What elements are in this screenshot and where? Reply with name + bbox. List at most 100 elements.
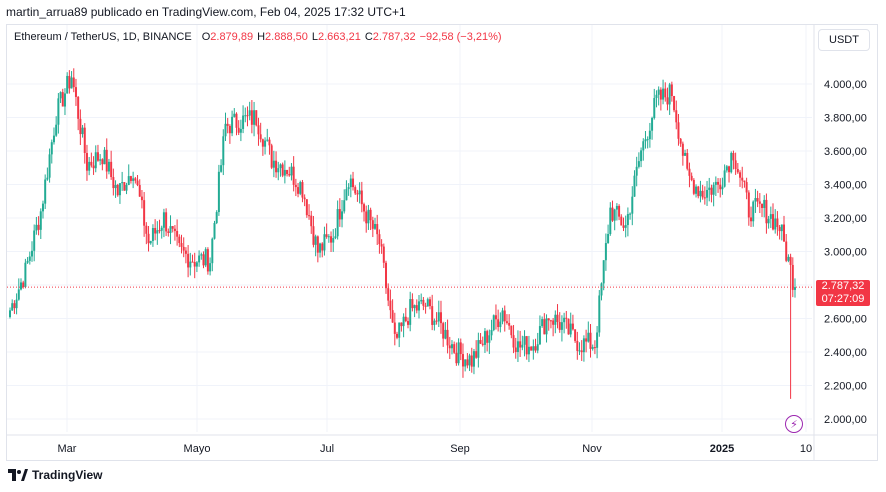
candle-body	[554, 314, 557, 325]
candle-body	[220, 165, 223, 172]
candle-body	[756, 198, 759, 202]
candle-body	[376, 224, 379, 235]
candle-body	[569, 323, 572, 335]
candle-body	[602, 260, 605, 284]
candle-body	[582, 338, 585, 353]
candle-body	[35, 224, 38, 231]
candle-body	[699, 190, 702, 197]
candle-body	[525, 336, 528, 355]
candle-body	[39, 211, 42, 230]
candle-body	[499, 321, 502, 328]
y-tick-label: 3.000,00	[824, 247, 867, 259]
legend-change: −92,58 (−3,21%)	[419, 31, 502, 43]
candle-body	[732, 152, 735, 161]
y-tick-label: 4.000,00	[824, 79, 867, 91]
candle-body	[57, 98, 60, 125]
currency-button[interactable]: USDT	[818, 29, 870, 51]
candle-body	[77, 96, 80, 119]
candle-body	[530, 346, 533, 351]
candle-body	[292, 166, 295, 185]
candle-body	[721, 186, 724, 190]
candle-body	[406, 321, 409, 325]
candle-body	[228, 125, 231, 134]
candle-body	[246, 115, 249, 117]
candle-body	[316, 236, 319, 253]
candle-body	[728, 166, 731, 173]
candle-body	[409, 299, 412, 325]
candle-body	[681, 143, 684, 156]
legend-high-label: H	[257, 31, 266, 43]
candle-body	[488, 335, 491, 343]
x-tick-label: Sep	[450, 443, 470, 455]
candle-body	[497, 319, 500, 328]
candle-body	[668, 84, 671, 105]
candle-body	[695, 186, 698, 194]
candle-body	[547, 318, 550, 321]
candle-body	[30, 250, 33, 257]
candle-body	[235, 113, 238, 128]
candle-body	[213, 222, 216, 239]
candle-body	[347, 187, 350, 190]
candle-body	[338, 209, 341, 220]
candle-body	[70, 77, 73, 89]
candle-body	[356, 193, 359, 195]
candle-body	[151, 228, 154, 241]
candle-body	[514, 347, 517, 353]
candle-body	[767, 218, 770, 224]
tradingview-logo[interactable]: TradingView	[8, 468, 102, 482]
legend-close-label: C	[364, 31, 373, 43]
candle-body	[591, 347, 594, 349]
candle-body	[615, 205, 618, 210]
candle-body	[83, 127, 86, 153]
candle-body	[534, 346, 537, 351]
candle-body	[204, 249, 207, 266]
candle-body	[574, 329, 577, 341]
legend-symbol[interactable]: Ethereum / TetherUS, 1D, BINANCE	[14, 31, 192, 43]
candle-body	[272, 160, 275, 168]
candle-body	[28, 256, 31, 261]
candle-body	[758, 201, 761, 204]
candle-body	[17, 289, 20, 300]
candle-body	[46, 177, 49, 180]
candle-body	[747, 192, 750, 218]
candle-body	[332, 238, 335, 243]
candle-body	[96, 152, 99, 161]
candle-body	[297, 187, 300, 194]
candle-body	[66, 75, 69, 94]
candle-body	[22, 282, 25, 287]
candle-body	[512, 335, 515, 348]
flash-icon[interactable]: ⚡	[785, 415, 803, 433]
candle-body	[11, 303, 14, 311]
candle-body	[123, 182, 126, 191]
candle-body	[450, 344, 453, 349]
candle-body	[415, 305, 418, 311]
candle-body	[670, 84, 673, 97]
y-tick-label: 3.200,00	[824, 213, 867, 225]
candle-body	[283, 169, 286, 176]
x-tick-label: 10	[800, 443, 812, 455]
candle-body	[697, 186, 700, 197]
candle-body	[635, 166, 638, 176]
candle-body	[538, 326, 541, 345]
candle-body	[396, 333, 399, 338]
legend: Ethereum / TetherUS, 1D, BINANCE O 2.879,…	[14, 31, 502, 43]
candle-body	[171, 226, 174, 229]
candle-body	[543, 319, 546, 335]
candle-body	[712, 184, 715, 195]
candle-body	[455, 352, 458, 364]
candle-body	[651, 117, 654, 131]
candle-body	[437, 312, 440, 322]
candle-body	[637, 161, 640, 167]
candle-body	[24, 262, 27, 287]
candle-body	[305, 199, 308, 216]
tradingview-brand: TradingView	[32, 468, 103, 482]
candle-body	[783, 224, 786, 242]
candle-body	[129, 176, 132, 181]
candle-body	[215, 212, 218, 223]
candle-body	[244, 115, 247, 117]
candle-body	[765, 199, 768, 224]
candle-body	[178, 236, 181, 244]
candle-body	[239, 128, 242, 133]
candle-body	[558, 322, 561, 330]
